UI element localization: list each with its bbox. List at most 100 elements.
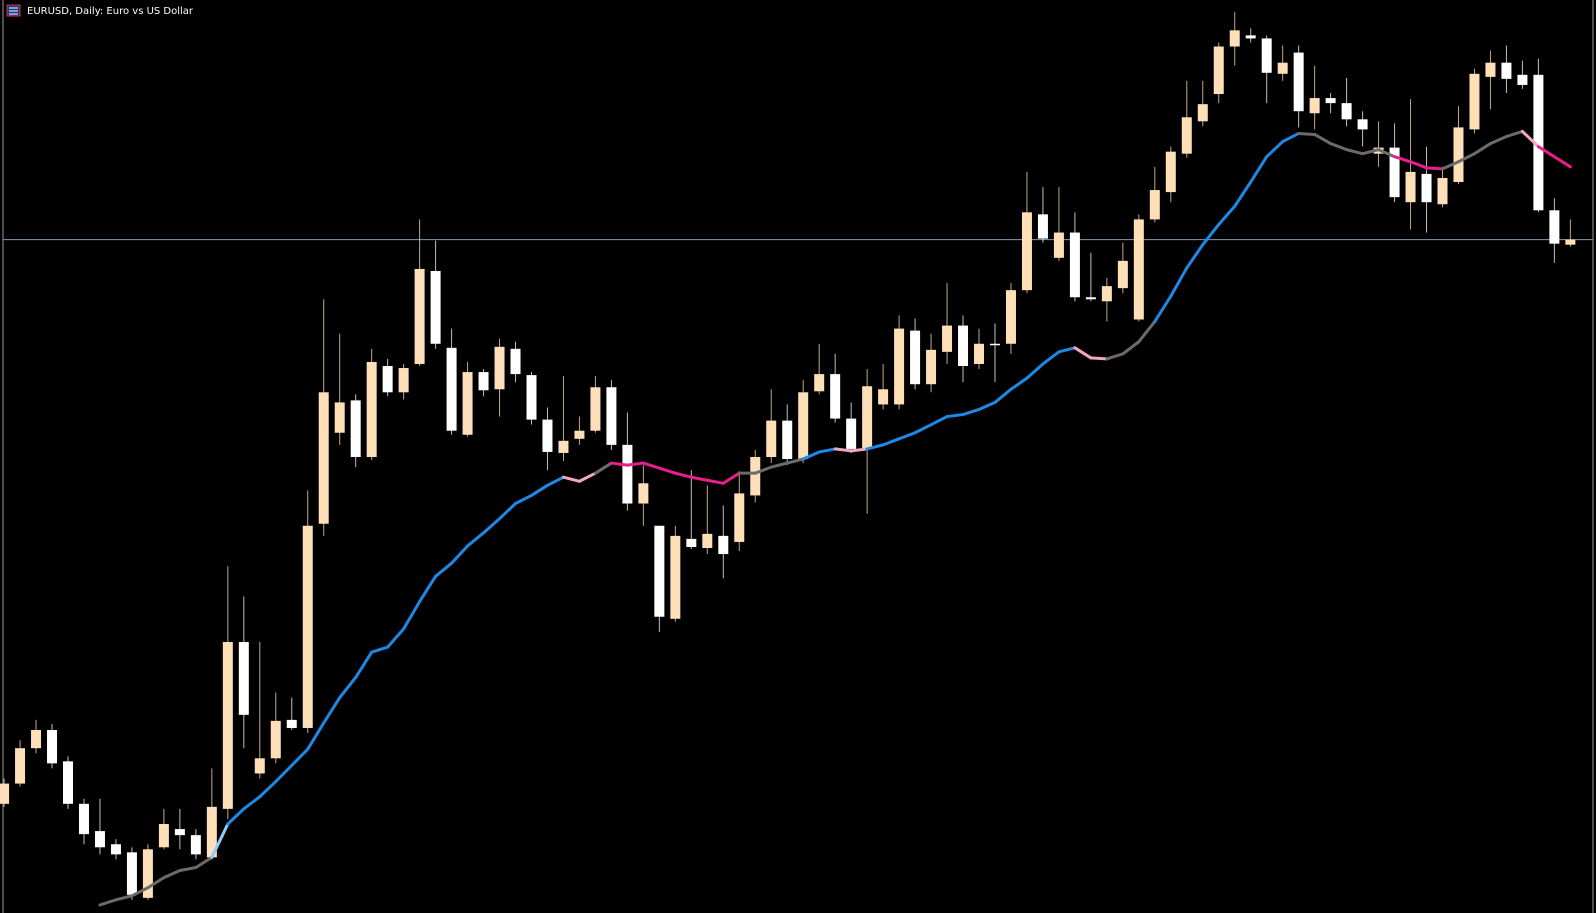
moving-average-segment — [577, 471, 597, 483]
moving-average-segment — [833, 447, 853, 453]
candle-body — [318, 392, 329, 524]
moving-average-segment — [322, 696, 342, 725]
moving-average-segment — [1536, 145, 1556, 159]
candle-body — [1533, 74, 1544, 211]
candle-body — [862, 386, 873, 449]
chart-title: EURUSD, Daily: Euro vs US Dollar — [27, 6, 194, 17]
candle-body — [366, 361, 377, 458]
candle-body — [830, 374, 841, 419]
candle-body — [1549, 210, 1560, 244]
moving-average-segment — [705, 478, 725, 485]
moving-average-segment — [881, 437, 901, 447]
candle-body — [606, 387, 617, 445]
candle-body — [734, 493, 745, 542]
moving-average-segment — [609, 461, 629, 467]
candle-body — [174, 829, 185, 836]
moving-average-segment — [130, 886, 150, 898]
moving-average-segment — [1265, 140, 1285, 159]
moving-average-segment — [1201, 222, 1221, 247]
candle-body — [638, 483, 649, 504]
moving-average-segment — [657, 466, 677, 475]
candle-body — [430, 270, 441, 344]
moving-average-segment — [1121, 340, 1141, 356]
candle-body — [63, 761, 74, 804]
candle-body — [1437, 177, 1448, 205]
candle-body — [286, 719, 297, 728]
moving-average-segment — [961, 407, 981, 417]
candle-body — [558, 440, 569, 453]
candle-body — [1213, 46, 1224, 95]
moving-average-segment — [290, 747, 310, 767]
moving-average-segment — [1377, 148, 1397, 159]
moving-average-segment — [817, 447, 837, 454]
candle-body — [462, 372, 473, 435]
candle-body — [382, 366, 393, 393]
candle-body — [814, 374, 825, 392]
moving-average-segment — [418, 574, 438, 604]
moving-average-segment — [1472, 142, 1492, 156]
candle-body — [1469, 73, 1480, 130]
moving-average-segment — [1441, 160, 1460, 171]
symbol-icon — [6, 4, 21, 17]
moving-average-segment — [1185, 243, 1205, 270]
moving-average-segment — [1281, 131, 1301, 144]
candle-body — [446, 347, 457, 431]
moving-average-segment — [1105, 352, 1125, 361]
moving-average-segment — [146, 876, 166, 890]
moving-average-segment — [897, 431, 917, 441]
moving-average-segment — [625, 461, 645, 467]
candle-body — [222, 642, 233, 809]
candle-body — [590, 387, 601, 431]
candle-body — [1501, 62, 1512, 79]
candle-body — [654, 525, 665, 617]
candle-body — [1117, 260, 1128, 289]
moving-average-segment — [242, 795, 262, 811]
moving-average-segment — [865, 443, 885, 451]
moving-average-segment — [641, 461, 661, 470]
moving-average-segment — [274, 763, 294, 784]
moving-average-segment — [545, 475, 565, 487]
candle-body — [1325, 98, 1336, 104]
moving-average-segment — [1504, 129, 1524, 138]
moving-average-segment — [114, 894, 134, 902]
moving-average-segment — [977, 400, 997, 411]
candle-body — [622, 444, 633, 504]
moving-average-segment — [849, 447, 869, 453]
candle-body — [1101, 286, 1112, 302]
candle-body — [989, 343, 1000, 346]
candle-body — [510, 348, 521, 375]
candle-body — [1565, 239, 1576, 245]
candle-body — [1245, 35, 1256, 39]
candle-body — [398, 368, 409, 393]
moving-average-segment — [1361, 148, 1381, 156]
moving-average-segment — [913, 423, 933, 435]
moving-average-segment — [434, 561, 454, 578]
moving-average-segment — [1393, 155, 1413, 164]
candle-body — [1293, 52, 1304, 112]
candle-body — [894, 328, 905, 405]
candle-body — [1261, 38, 1272, 73]
candle-body — [47, 729, 58, 764]
moving-average-segment — [929, 415, 949, 427]
candle-body — [1037, 214, 1048, 239]
candle-body — [878, 389, 889, 405]
moving-average-segment — [753, 465, 773, 475]
candle-body — [1229, 30, 1240, 47]
candle-body — [1357, 119, 1368, 130]
moving-average-segment — [1345, 148, 1365, 156]
candle-body — [926, 349, 937, 385]
moving-average-segment — [386, 627, 406, 649]
candle-body — [238, 642, 249, 715]
candle-body — [686, 538, 697, 547]
moving-average-segment — [785, 457, 805, 465]
candle-body — [1181, 117, 1192, 154]
moving-average-segment — [402, 600, 422, 631]
moving-average-segment — [1409, 160, 1429, 170]
candle-body — [574, 430, 585, 439]
candle-body — [1053, 232, 1064, 258]
moving-average-segment — [178, 866, 198, 873]
candle-body — [254, 758, 265, 774]
moving-average-segment — [561, 475, 581, 483]
